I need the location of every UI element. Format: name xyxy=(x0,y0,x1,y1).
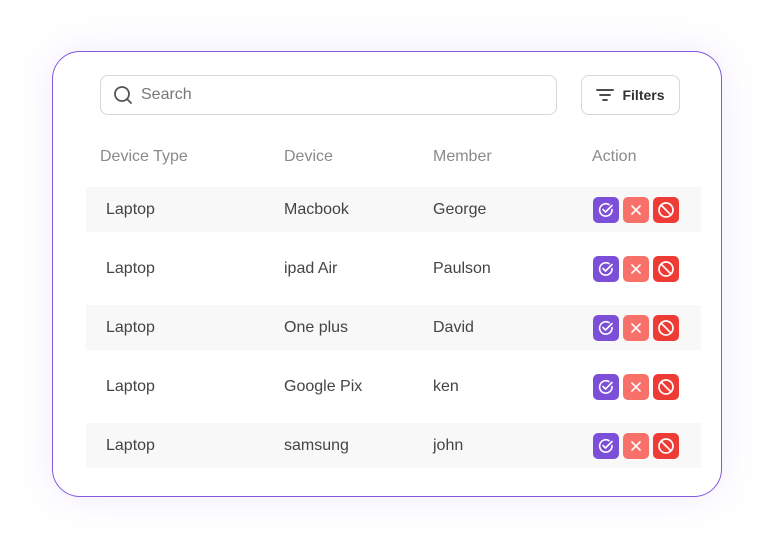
search-input[interactable] xyxy=(141,86,541,104)
cell-device-type: Laptop xyxy=(106,260,155,277)
close-icon xyxy=(631,323,641,333)
cell-member: George xyxy=(433,201,487,218)
table-row: Laptop ipad Air Paulson xyxy=(86,246,701,291)
header-action: Action xyxy=(592,148,637,165)
table-row: Laptop Macbook George xyxy=(86,187,701,232)
block-button[interactable] xyxy=(653,256,679,282)
block-icon xyxy=(658,438,674,454)
check-circle-icon xyxy=(598,320,613,335)
cell-device: Macbook xyxy=(284,201,349,218)
block-icon xyxy=(658,202,674,218)
header-device-type: Device Type xyxy=(100,148,188,165)
approve-button[interactable] xyxy=(593,315,619,341)
cell-device-type: Laptop xyxy=(106,319,155,336)
table-row: Laptop One plus David xyxy=(86,305,701,350)
cell-device: ipad Air xyxy=(284,260,338,277)
cell-device-type: Laptop xyxy=(106,437,155,454)
check-circle-icon xyxy=(598,261,613,276)
reject-button[interactable] xyxy=(623,433,649,459)
approve-button[interactable] xyxy=(593,374,619,400)
close-icon xyxy=(631,382,641,392)
table-row: Laptop samsung john xyxy=(86,423,701,468)
block-button[interactable] xyxy=(653,433,679,459)
check-circle-icon xyxy=(598,202,613,217)
filters-label: Filters xyxy=(622,87,665,103)
block-icon xyxy=(658,320,674,336)
cell-member: john xyxy=(433,437,464,454)
reject-button[interactable] xyxy=(623,197,649,223)
close-icon xyxy=(631,441,641,451)
header-device: Device xyxy=(284,148,333,165)
check-circle-icon xyxy=(598,379,613,394)
search-field[interactable] xyxy=(100,75,557,115)
reject-button[interactable] xyxy=(623,374,649,400)
device-table-card: Filters Device Type Device Member Action… xyxy=(52,51,722,497)
check-circle-icon xyxy=(598,438,613,453)
cell-device-type: Laptop xyxy=(106,201,155,218)
filter-icon xyxy=(596,89,615,101)
block-icon xyxy=(658,379,674,395)
header-member: Member xyxy=(433,148,492,165)
cell-device: samsung xyxy=(284,437,349,454)
approve-button[interactable] xyxy=(593,256,619,282)
reject-button[interactable] xyxy=(623,315,649,341)
block-button[interactable] xyxy=(653,374,679,400)
filters-button[interactable]: Filters xyxy=(581,75,680,115)
cell-device-type: Laptop xyxy=(106,378,155,395)
reject-button[interactable] xyxy=(623,256,649,282)
close-icon xyxy=(631,264,641,274)
block-button[interactable] xyxy=(653,197,679,223)
approve-button[interactable] xyxy=(593,433,619,459)
cell-device: Google Pix xyxy=(284,378,363,395)
approve-button[interactable] xyxy=(593,197,619,223)
block-button[interactable] xyxy=(653,315,679,341)
search-icon xyxy=(114,86,132,104)
cell-member: Paulson xyxy=(433,260,491,277)
close-icon xyxy=(631,205,641,215)
cell-device: One plus xyxy=(284,319,349,336)
cell-member: David xyxy=(433,319,474,336)
table-row: Laptop Google Pix ken xyxy=(86,364,701,409)
block-icon xyxy=(658,261,674,277)
cell-member: ken xyxy=(433,378,459,395)
